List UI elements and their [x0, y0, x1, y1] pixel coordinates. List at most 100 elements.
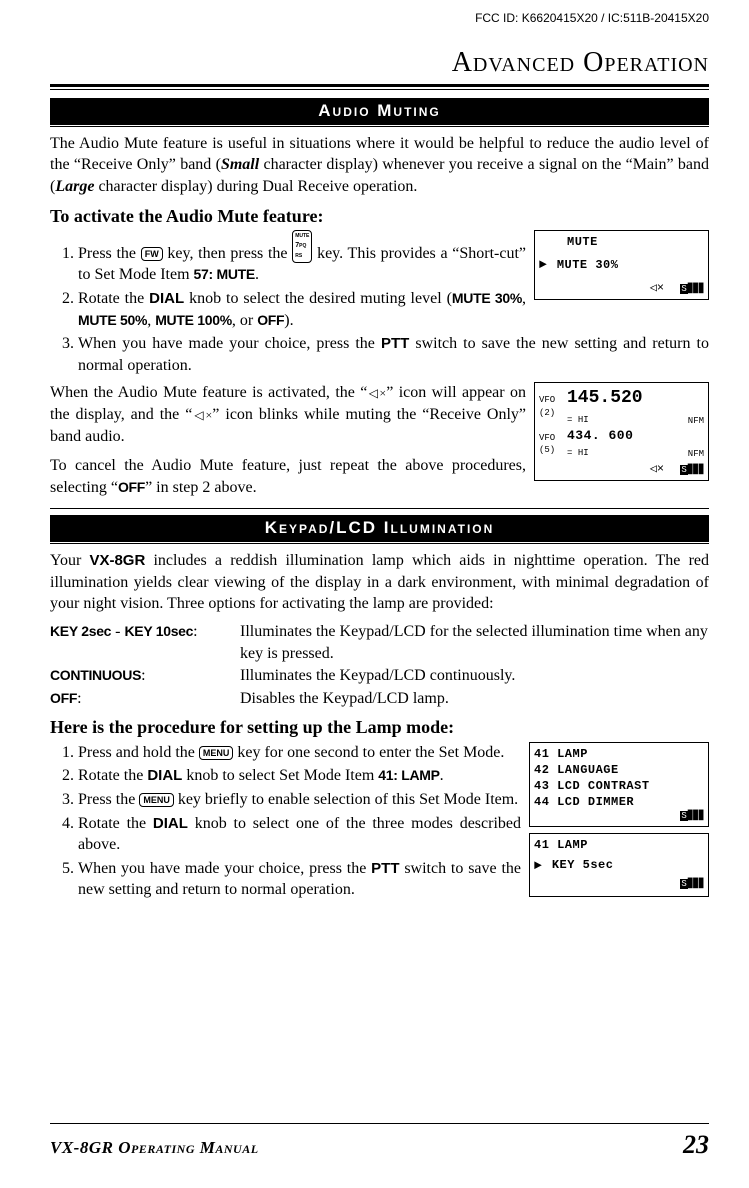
lcd-text: (2)	[539, 407, 567, 419]
text: When you have made your choice, press th…	[78, 860, 371, 877]
step-3: When you have made your choice, press th…	[78, 333, 709, 376]
text: Your	[50, 552, 89, 569]
speaker-mute-icon: ◁×	[650, 462, 664, 476]
text: .	[255, 266, 259, 283]
lamp-setup-heading: Here is the procedure for setting up the…	[50, 715, 709, 739]
chapter-title: Advanced Operation	[50, 44, 709, 82]
lcd-frequency: 434. 600	[567, 428, 633, 443]
lcd-line: 41 LAMP	[534, 837, 704, 853]
section-rule	[50, 543, 709, 544]
section-heading-illumination: Keypad/LCD Illumination	[50, 515, 709, 542]
chapter-rule	[50, 84, 709, 90]
battery-icon: ▉▉▉	[688, 879, 704, 889]
section-rule	[50, 126, 709, 127]
text: Press and hold the	[78, 744, 199, 761]
text: .	[440, 767, 444, 784]
option-term: KEY 2sec - KEY 10sec:	[50, 621, 240, 664]
manual-title: VX-8GR Operating Manual	[50, 1137, 259, 1160]
dial-label: DIAL	[149, 290, 184, 307]
option: OFF	[257, 312, 284, 328]
set-mode-item: 57: MUTE	[194, 266, 255, 282]
lcd-text: = HI	[567, 415, 589, 425]
menu-key-icon: MENU	[199, 746, 234, 760]
lcd-frequency: 145.520	[567, 388, 643, 408]
lcd-arrow-icon: ►	[539, 256, 547, 274]
text: knob to select Set Mode Item	[182, 767, 378, 784]
option: MUTE 30%	[452, 290, 522, 306]
speaker-mute-icon: ◁×	[367, 386, 386, 400]
lcd-text: = HI	[567, 448, 589, 458]
emphasis-small: Small	[221, 156, 259, 173]
text: ).	[284, 312, 293, 329]
lcd-text: VFO	[539, 432, 567, 444]
speaker-mute-icon: ◁×	[650, 281, 664, 295]
speaker-mute-icon: ◁×	[192, 408, 212, 422]
audio-muting-intro: The Audio Mute feature is useful in situ…	[50, 133, 709, 198]
option-off: OFF	[118, 479, 145, 495]
lcd-arrow-icon: ►	[534, 857, 542, 875]
text: Rotate the	[78, 290, 149, 307]
lcd-vfo-screenshot: VFO (2) 145.520 = HI NFM VFO (5) 434. 60…	[534, 382, 709, 480]
text: character display) during Dual Receive o…	[94, 178, 417, 195]
option-row: OFF: Disables the Keypad/LCD lamp.	[50, 688, 709, 710]
activate-heading: To activate the Audio Mute feature:	[50, 204, 709, 228]
fw-key-icon: FW	[141, 247, 163, 261]
lcd-mute-screenshot: MUTE ► MUTE 30% ◁× S▉▉▉	[534, 230, 709, 300]
lcd-mode: NFM	[688, 415, 704, 427]
section-heading-audio-muting: Audio Muting	[50, 98, 709, 125]
lcd-mode: NFM	[688, 448, 704, 460]
menu-key-icon: MENU	[139, 793, 174, 807]
page-footer: VX-8GR Operating Manual 23	[50, 1123, 709, 1162]
page-number: 23	[683, 1127, 709, 1162]
option-term: CONTINUOUS:	[50, 665, 240, 687]
text: When the Audio Mute feature is activated…	[50, 384, 367, 401]
option-desc: Disables the Keypad/LCD lamp.	[240, 688, 709, 710]
text: key for one second to enter the Set Mode…	[233, 744, 504, 761]
ptt-label: PTT	[381, 335, 409, 352]
text: Press the	[78, 791, 139, 808]
fcc-id: FCC ID: K6620415X20 / IC:511B-20415X20	[475, 10, 709, 26]
section-rule	[50, 508, 709, 509]
lcd-text: (5)	[539, 444, 567, 456]
lcd-line: KEY 5sec	[542, 857, 704, 873]
s-icon: S	[680, 284, 687, 294]
text: ” in step 2 above.	[145, 479, 257, 496]
illumination-intro: Your VX-8GR includes a reddish illuminat…	[50, 550, 709, 615]
text: Press the	[78, 245, 141, 262]
lcd-line: MUTE	[539, 234, 704, 250]
lcd-line: MUTE 30%	[547, 257, 704, 273]
s-icon: S	[680, 811, 687, 821]
text: Rotate the	[78, 767, 147, 784]
set-mode-item: 41: LAMP	[378, 767, 439, 783]
ptt-label: PTT	[371, 860, 399, 877]
battery-icon: ▉▉▉	[688, 811, 704, 821]
lcd-line: 41 LAMP	[534, 746, 704, 762]
seven-key-icon: MUTE7PQRS	[292, 230, 312, 263]
lcd-line: 43 LCD CONTRAST	[534, 778, 704, 794]
battery-icon: ▉▉▉	[688, 465, 704, 475]
lcd-lamp-value-screenshot: 41 LAMP ► KEY 5sec S▉▉▉	[529, 833, 709, 897]
s-icon: S	[680, 465, 687, 475]
option-desc: Illuminates the Keypad/LCD for the selec…	[240, 621, 709, 664]
text: key, then press the	[163, 245, 293, 262]
text: , or	[232, 312, 257, 329]
battery-icon: ▉▉▉	[688, 284, 704, 294]
lcd-line: 44 LCD DIMMER	[534, 794, 704, 810]
text: key briefly to enable selection of this …	[174, 791, 518, 808]
lamp-options-list: KEY 2sec - KEY 10sec: Illuminates the Ke…	[50, 621, 709, 709]
option-row: KEY 2sec - KEY 10sec: Illuminates the Ke…	[50, 621, 709, 664]
text: includes a reddish illumination lamp whi…	[50, 552, 709, 612]
option: MUTE 50%	[78, 312, 147, 328]
lcd-menu-screenshot: 41 LAMP 42 LANGUAGE 43 LCD CONTRAST 44 L…	[529, 742, 709, 827]
dial-label: DIAL	[147, 767, 182, 784]
s-icon: S	[680, 879, 687, 889]
option-row: CONTINUOUS: Illuminates the Keypad/LCD c…	[50, 665, 709, 687]
option: MUTE 100%	[155, 312, 232, 328]
text: knob to select the desired muting level …	[184, 290, 452, 307]
text: ,	[522, 290, 526, 307]
text: Rotate the	[78, 815, 153, 832]
lcd-text: VFO	[539, 394, 567, 406]
dial-label: DIAL	[153, 815, 188, 832]
option-desc: Illuminates the Keypad/LCD continuously.	[240, 665, 709, 687]
emphasis-large: Large	[55, 178, 94, 195]
